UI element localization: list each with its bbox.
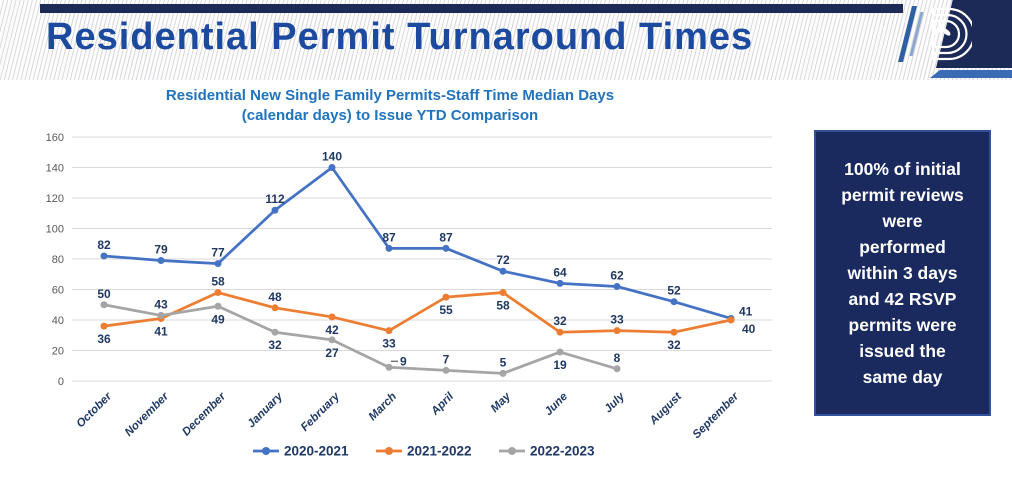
- svg-text:32: 32: [268, 338, 282, 352]
- svg-text:40: 40: [742, 322, 756, 336]
- svg-text:January: January: [245, 390, 285, 430]
- svg-text:43: 43: [154, 297, 168, 311]
- svg-text:2021-2022: 2021-2022: [407, 444, 472, 459]
- svg-text:July: July: [602, 390, 627, 415]
- logo-underline-bar: [930, 70, 1012, 78]
- svg-text:41: 41: [154, 324, 168, 338]
- svg-text:32: 32: [667, 338, 681, 352]
- svg-text:7: 7: [443, 352, 450, 366]
- svg-text:20: 20: [52, 346, 64, 358]
- svg-text:77: 77: [211, 246, 225, 260]
- svg-text:2020-2021: 2020-2021: [284, 444, 349, 459]
- header: Residential Permit Turnaround Times: [0, 0, 1012, 80]
- chart-title-line2: (calendar days) to Issue YTD Comparison: [241, 107, 539, 124]
- svg-text:140: 140: [46, 163, 64, 175]
- header-rule: [40, 4, 903, 13]
- svg-text:2022-2023: 2022-2023: [530, 444, 595, 459]
- chart-title-line1: Residential New Single Family Permits-St…: [165, 87, 615, 104]
- svg-text:5: 5: [500, 355, 507, 369]
- svg-text:112: 112: [265, 192, 285, 206]
- svg-text:October: October: [74, 390, 114, 430]
- svg-text:48: 48: [268, 290, 282, 304]
- svg-text:49: 49: [211, 312, 225, 326]
- svg-text:72: 72: [496, 253, 510, 267]
- svg-text:52: 52: [667, 284, 681, 298]
- leaf-icon: [931, 22, 951, 41]
- svg-text:33: 33: [610, 313, 624, 327]
- svg-text:58: 58: [496, 299, 510, 313]
- svg-text:87: 87: [439, 230, 453, 244]
- svg-text:9: 9: [400, 354, 407, 368]
- svg-text:June: June: [543, 390, 571, 418]
- svg-text:March: March: [367, 391, 399, 423]
- svg-text:32: 32: [553, 314, 567, 328]
- page-title: Residential Permit Turnaround Times: [46, 16, 754, 58]
- svg-text:April: April: [428, 390, 456, 418]
- svg-text:64: 64: [553, 265, 567, 279]
- svg-text:40: 40: [52, 315, 64, 327]
- chart-title: Residential New Single Family Permits-St…: [40, 86, 740, 126]
- callout-box: 100% of initial permit reviews were perform…: [814, 130, 991, 416]
- city-of-dallas-logo: [898, 0, 1012, 86]
- callout-text: 100% of initial permit reviews were perform…: [841, 159, 964, 387]
- svg-text:62: 62: [610, 268, 624, 282]
- svg-text:58: 58: [211, 275, 225, 289]
- dallas-d-icon: [931, 7, 972, 61]
- svg-text:19: 19: [553, 358, 567, 372]
- svg-text:August: August: [647, 390, 685, 428]
- svg-text:36: 36: [97, 332, 111, 346]
- svg-text:100: 100: [46, 224, 64, 236]
- svg-text:160: 160: [46, 132, 64, 144]
- svg-text:60: 60: [52, 285, 64, 297]
- svg-text:February: February: [299, 390, 343, 434]
- svg-text:140: 140: [322, 150, 342, 164]
- svg-text:55: 55: [439, 303, 453, 317]
- svg-text:December: December: [180, 390, 228, 438]
- svg-text:87: 87: [382, 230, 396, 244]
- line-chart: 0 20 40 60 80 100 120 140 160 October November Dece…: [46, 132, 772, 459]
- svg-text:80: 80: [52, 254, 64, 266]
- svg-text:120: 120: [46, 193, 64, 205]
- svg-text:8: 8: [614, 351, 621, 365]
- svg-text:41: 41: [739, 304, 753, 318]
- svg-text:42: 42: [325, 323, 339, 337]
- svg-text:33: 33: [382, 337, 396, 351]
- svg-text:79: 79: [154, 243, 168, 257]
- svg-text:0: 0: [58, 376, 64, 388]
- svg-text:27: 27: [325, 346, 339, 360]
- svg-text:50: 50: [97, 287, 111, 301]
- svg-text:November: November: [123, 390, 172, 439]
- svg-text:May: May: [489, 390, 514, 415]
- svg-text:82: 82: [97, 238, 111, 252]
- svg-text:September: September: [691, 390, 742, 441]
